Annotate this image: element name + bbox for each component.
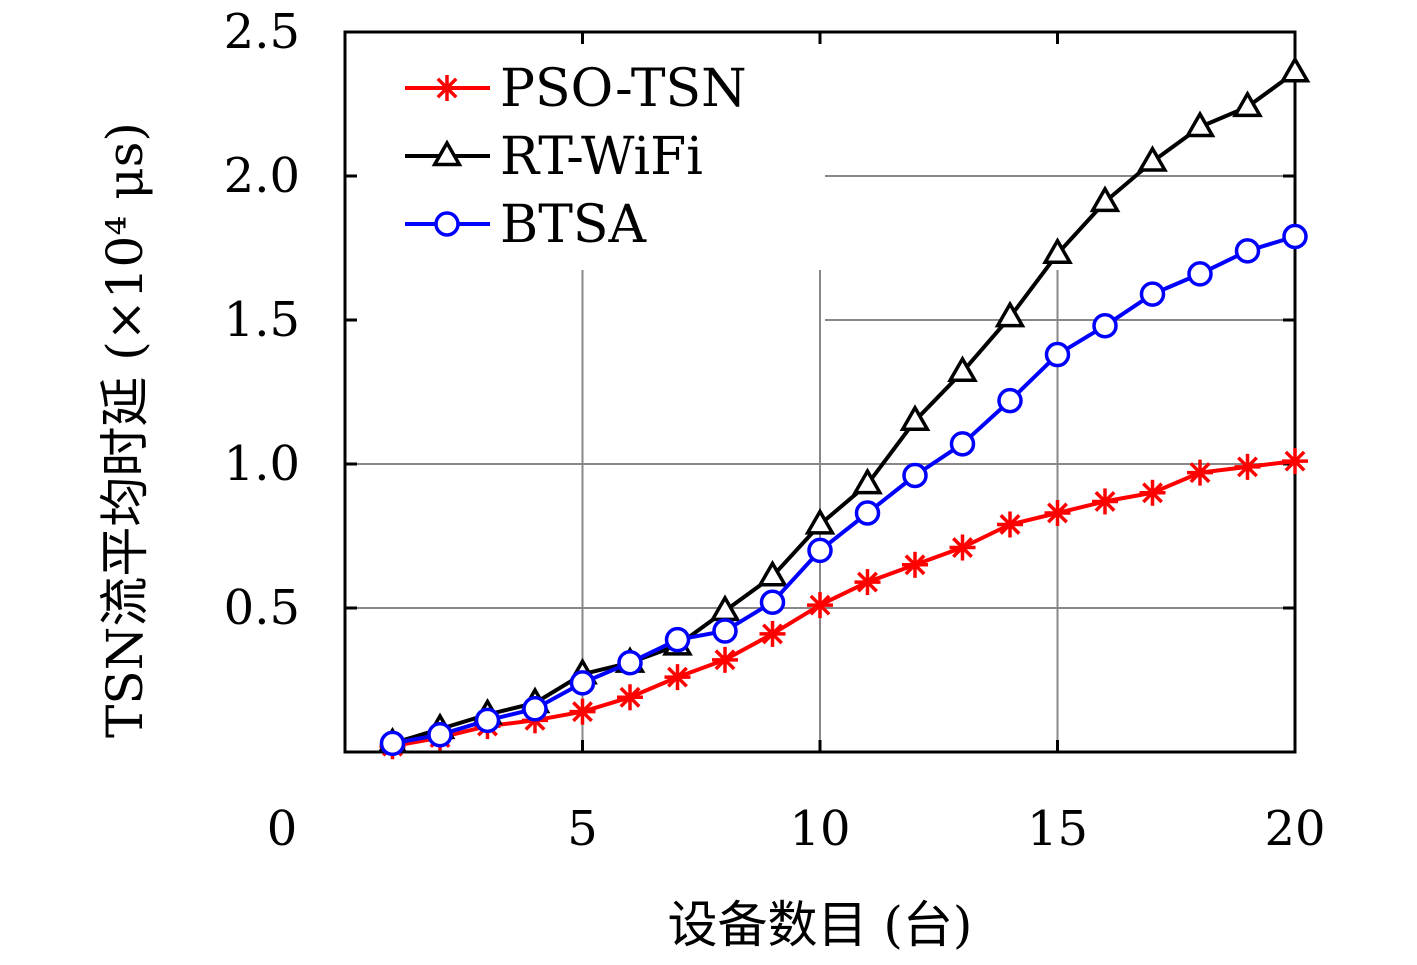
x-tick-label: 0 [267,801,298,857]
data-point [1137,145,1168,172]
grid-lines [345,175,1295,752]
data-point [1044,341,1071,368]
data-point [804,507,836,535]
legend-label: PSO-TSN [500,59,747,119]
legend-item: PSO-TSN [405,59,747,119]
data-point [664,664,691,691]
data-point [712,618,738,644]
data-point [1282,448,1308,475]
legend-item: BTSA [405,195,648,255]
data-point [947,355,978,383]
series-layer [377,55,1311,760]
data-point [759,589,786,615]
legend-label: BTSA [500,195,648,255]
data-point [759,620,786,647]
data-point [807,592,833,619]
y-tick-label: 2.0 [224,148,300,204]
data-point [997,387,1023,414]
data-point [1187,459,1213,486]
data-point [664,626,691,653]
data-point [757,559,788,587]
series-btsa [379,223,1308,757]
legend-item: RT-WiFi [405,127,703,187]
y-tick-label: 2.5 [224,4,300,60]
data-point [1279,55,1311,83]
x-tick-label: 15 [1027,801,1088,857]
data-point [902,551,928,578]
x-tick-label: 20 [1264,801,1325,857]
data-point [427,721,453,748]
data-point [1044,499,1071,526]
data-point [949,534,976,561]
y-tick-label: 0.5 [224,580,300,636]
data-point [1232,90,1263,118]
data-point [997,511,1023,538]
data-point [994,300,1026,328]
data-point [1092,313,1118,339]
legend-marker [431,139,463,167]
data-point [1089,185,1121,213]
y-axis-title: TSN流平均时延 (×10⁴ μs) [96,122,154,738]
data-point [617,649,643,676]
data-point [1184,110,1216,138]
data-point [854,569,881,596]
data-point [854,500,881,526]
data-point [712,646,738,673]
data-point [902,462,928,489]
legend: PSO-TSN RT-WiFi BTSA [405,59,747,255]
y-tick-label: 1.0 [224,436,300,492]
x-axis-title: 设备数目 (台) [668,896,973,954]
data-point [807,537,833,564]
data-point [379,730,406,757]
legend-marker [434,211,460,237]
x-tick-label: 5 [567,801,598,857]
data-point [522,696,548,722]
y-tick-label: 1.5 [224,292,300,348]
data-point [474,707,501,734]
data-point [899,404,931,431]
data-point [569,670,596,696]
data-point [1187,261,1213,287]
data-point [1234,238,1261,264]
data-point [1282,223,1308,250]
data-point [852,467,883,495]
x-tick-label: 10 [789,801,850,857]
data-point [1092,488,1118,515]
data-point [1042,237,1073,264]
axis-ticks: 0 5 10 15 20 0.5 1.0 1.5 2.0 2.5 [224,4,1326,857]
data-point [949,431,976,457]
data-point [1234,453,1261,480]
data-point [617,684,643,711]
data-point [1139,281,1166,307]
data-point [1139,479,1166,506]
legend-marker [434,75,460,101]
data-point [569,698,596,725]
legend-label: RT-WiFi [500,127,703,187]
